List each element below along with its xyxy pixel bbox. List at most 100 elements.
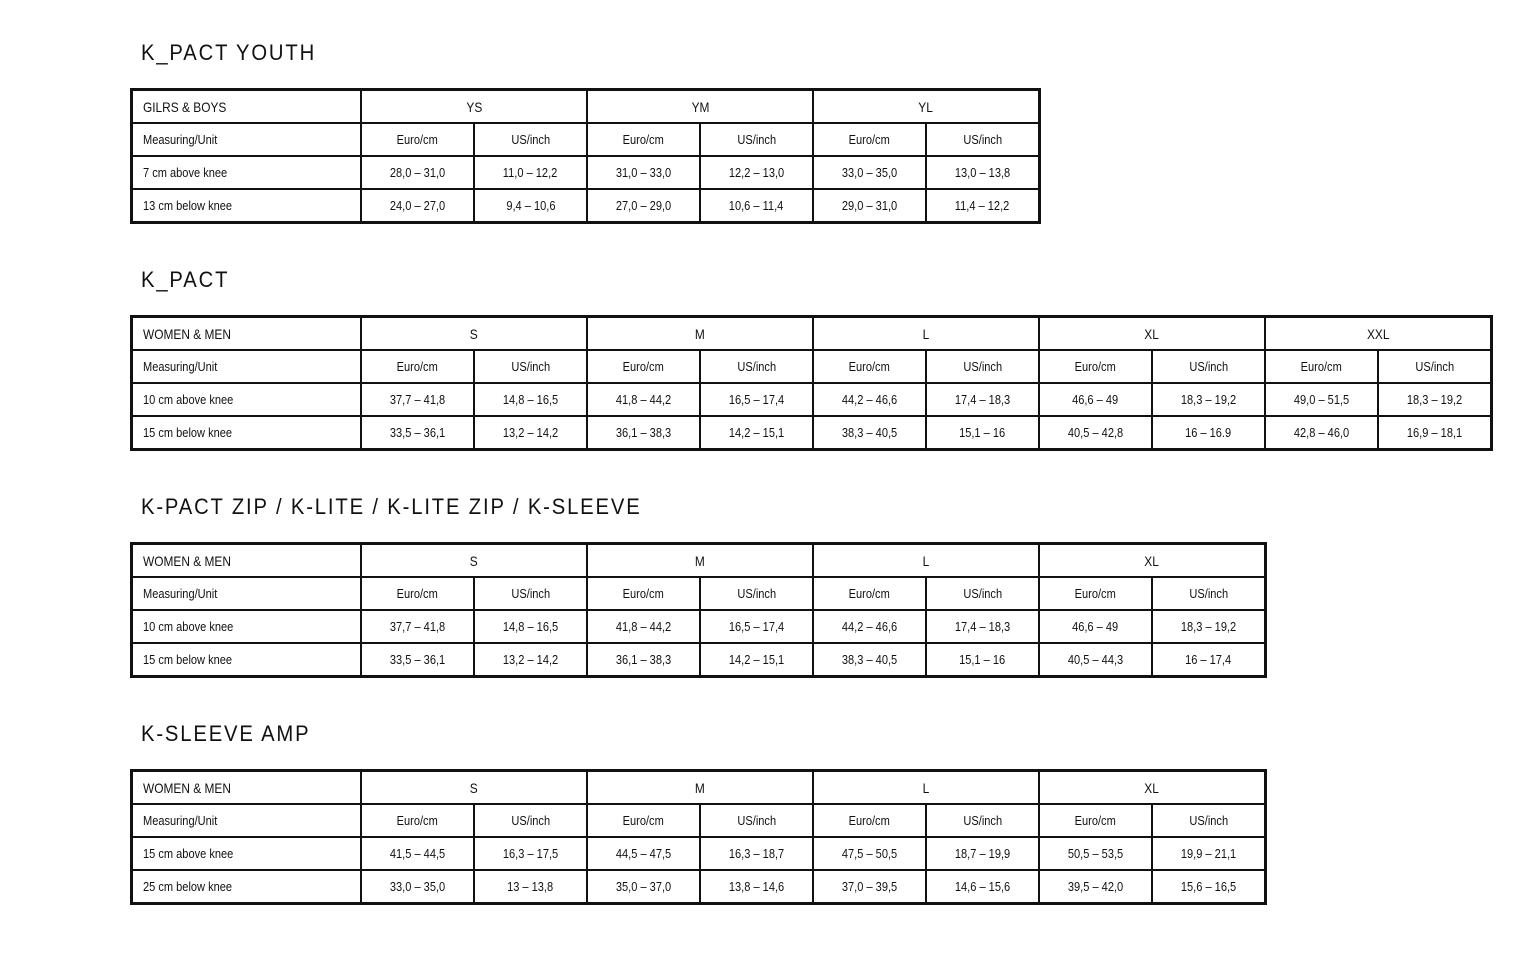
measurement-value-text: 37,7 – 41,8 — [389, 392, 446, 407]
unit-label-text: Measuring/Unit — [143, 586, 218, 601]
measurement-value: 39,5 – 42,0 — [1038, 869, 1153, 905]
unit-header-text: Euro/cm — [396, 813, 439, 828]
unit-label-text: Measuring/Unit — [143, 359, 218, 374]
measurement-value-text: 33,0 – 35,0 — [389, 879, 446, 894]
measurement-value: 29,0 – 31,0 — [812, 188, 927, 224]
measurement-value-text: 14,2 – 15,1 — [728, 425, 785, 440]
measurement-value-text: 15,1 – 16 — [959, 425, 1006, 440]
measurement-value-text: 16,3 – 18,7 — [728, 846, 785, 861]
unit-label: Measuring/Unit — [130, 122, 362, 157]
size-chart-table: WOMEN & MEN S M L XL XXL Measuring/Unit Euro/cm… — [130, 315, 1493, 451]
unit-header-text: Euro/cm — [622, 359, 665, 374]
unit-header-text: Euro/cm — [1074, 586, 1117, 601]
measurement-value: 49,0 – 51,5 — [1264, 382, 1379, 417]
unit-header: Euro/cm — [812, 803, 927, 838]
size-header-text: XXL — [1366, 325, 1390, 342]
unit-header-text: Euro/cm — [848, 132, 891, 147]
unit-row: Measuring/Unit Euro/cm US/inch Euro/cm US/in… — [130, 349, 1493, 384]
measurement-value-text: 27,0 – 29,0 — [615, 198, 672, 213]
unit-header-text: US/inch — [1415, 359, 1454, 374]
size-header-text: L — [922, 552, 930, 569]
measurement-label: 15 cm above knee — [130, 836, 362, 871]
measurement-value: 33,5 – 36,1 — [360, 642, 475, 678]
size-header-row: WOMEN & MEN S M L XL XXL — [130, 315, 1493, 351]
measurement-value-text: 14,8 – 16,5 — [502, 392, 559, 407]
measurement-value: 50,5 – 53,5 — [1038, 836, 1153, 871]
measurement-value: 38,3 – 40,5 — [812, 415, 927, 451]
measurement-label-text: 15 cm below knee — [143, 425, 233, 440]
measurement-value: 17,4 – 18,3 — [925, 382, 1040, 417]
measurement-value: 33,0 – 35,0 — [812, 155, 927, 190]
measurement-value: 24,0 – 27,0 — [360, 188, 475, 224]
measurement-label: 10 cm above knee — [130, 382, 362, 417]
measurement-value-text: 47,5 – 50,5 — [841, 846, 898, 861]
unit-header-text: Euro/cm — [622, 586, 665, 601]
unit-header-text: Euro/cm — [396, 586, 439, 601]
measurement-value: 16,5 – 17,4 — [699, 382, 814, 417]
measurement-value-text: 41,8 – 44,2 — [615, 619, 672, 634]
measurement-value: 15,6 – 16,5 — [1151, 869, 1267, 905]
size-header: L — [812, 542, 1040, 578]
size-header: YS — [360, 88, 588, 124]
measurement-value-text: 40,5 – 44,3 — [1067, 652, 1124, 667]
measurement-value-text: 16,3 – 17,5 — [502, 846, 559, 861]
unit-header: US/inch — [925, 122, 1041, 157]
measurement-value: 17,4 – 18,3 — [925, 609, 1040, 644]
size-section: K_PACT YOUTH GILRS & BOYS YS YM YL Measuring/… — [130, 40, 1041, 224]
measurement-value-text: 9,4 – 10,6 — [505, 198, 556, 213]
measurement-value: 37,7 – 41,8 — [360, 382, 475, 417]
measurement-value-text: 36,1 – 38,3 — [615, 425, 672, 440]
measurement-value: 13,2 – 14,2 — [473, 415, 588, 451]
measurement-label: 7 cm above knee — [130, 155, 362, 190]
section-title: K-PACT ZIP / K-LITE / K-LITE ZIP / K-SLE… — [141, 494, 642, 519]
measurement-value-text: 11,0 – 12,2 — [503, 165, 558, 180]
measurement-value-text: 15,6 – 16,5 — [1180, 879, 1237, 894]
measurement-value-text: 31,0 – 33,0 — [615, 165, 672, 180]
measurement-value-text: 14,2 – 15,1 — [728, 652, 785, 667]
measurement-value: 14,6 – 15,6 — [925, 869, 1040, 905]
measurement-value-text: 44,5 – 47,5 — [615, 846, 672, 861]
measurement-label-text: 25 cm below knee — [143, 879, 233, 894]
measurement-value-text: 38,3 – 40,5 — [841, 425, 898, 440]
measurement-value: 31,0 – 33,0 — [586, 155, 701, 190]
size-header: YM — [586, 88, 814, 124]
measurement-value: 41,5 – 44,5 — [360, 836, 475, 871]
unit-header: Euro/cm — [1038, 803, 1153, 838]
unit-row: Measuring/Unit Euro/cm US/inch Euro/cm US/in… — [130, 803, 1267, 838]
measurement-value-text: 46,6 – 49 — [1072, 392, 1119, 407]
measurement-value-text: 18,3 – 19,2 — [1180, 619, 1237, 634]
unit-header-text: US/inch — [511, 813, 550, 828]
measurement-value-text: 49,0 – 51,5 — [1293, 392, 1350, 407]
measurement-label: 25 cm below knee — [130, 869, 362, 905]
measurement-value: 18,7 – 19,9 — [925, 836, 1040, 871]
size-header: XXL — [1264, 315, 1493, 351]
size-header-text: M — [695, 325, 705, 342]
unit-header: Euro/cm — [586, 803, 701, 838]
size-header-text: L — [922, 779, 930, 796]
measurement-value-text: 36,1 – 38,3 — [615, 652, 672, 667]
unit-header-text: US/inch — [1189, 359, 1228, 374]
unit-header-text: US/inch — [963, 586, 1002, 601]
measurement-value: 14,8 – 16,5 — [473, 382, 588, 417]
measurement-value-text: 14,8 – 16,5 — [502, 619, 559, 634]
table-row: 10 cm above knee 37,7 – 41,8 14,8 – 16,5 41… — [130, 382, 1493, 417]
measurement-value: 12,2 – 13,0 — [699, 155, 814, 190]
size-header-text: XL — [1144, 325, 1160, 342]
unit-header: Euro/cm — [586, 122, 701, 157]
measurement-value: 18,3 – 19,2 — [1151, 609, 1267, 644]
unit-header: US/inch — [473, 122, 588, 157]
size-header-text: S — [470, 325, 478, 342]
measurement-value: 46,6 – 49 — [1038, 609, 1153, 644]
unit-row: Measuring/Unit Euro/cm US/inch Euro/cm US/in… — [130, 576, 1267, 611]
size-header: M — [586, 315, 814, 351]
section-title: K_PACT — [141, 267, 230, 292]
unit-header: US/inch — [1377, 349, 1493, 384]
measurement-label-text: 13 cm below knee — [143, 198, 233, 213]
measurement-value: 13,8 – 14,6 — [699, 869, 814, 905]
unit-header-text: US/inch — [511, 132, 550, 147]
measurement-value: 16 – 17,4 — [1151, 642, 1267, 678]
table-row: 15 cm below knee 33,5 – 36,1 13,2 – 14,2 36… — [130, 415, 1493, 451]
size-header-row: WOMEN & MEN S M L XL — [130, 769, 1267, 805]
unit-label: Measuring/Unit — [130, 349, 362, 384]
measurement-value-text: 44,2 – 46,6 — [841, 619, 898, 634]
